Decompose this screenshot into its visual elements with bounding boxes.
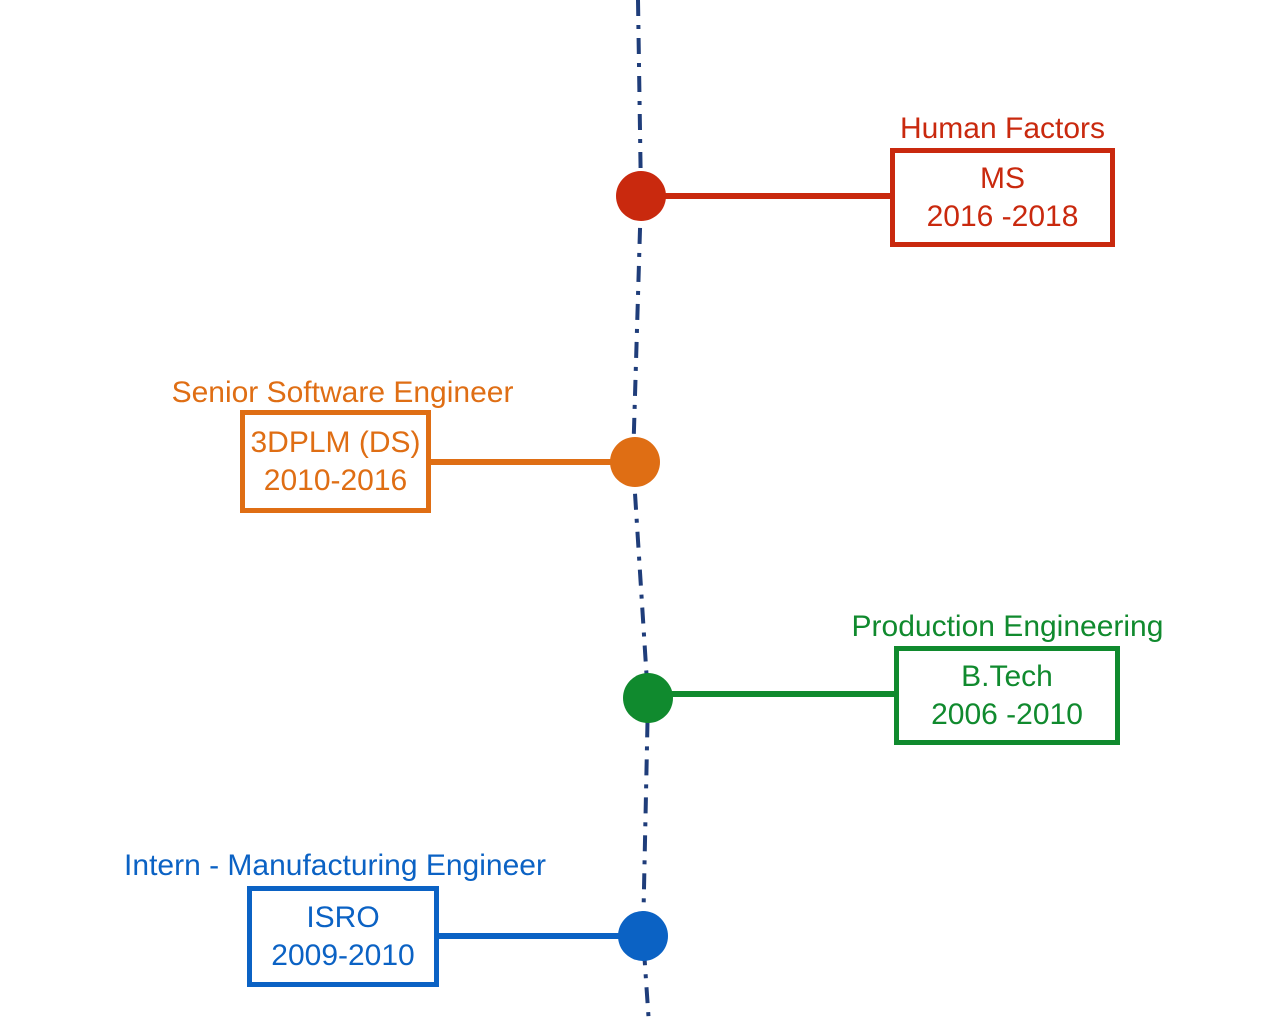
event-org-label: B.Tech bbox=[961, 659, 1053, 693]
event-title-intern-manufacturing-engineer: Intern - Manufacturing Engineer bbox=[124, 849, 546, 882]
timeline-spine bbox=[630, 0, 651, 1024]
milestone-dot-production-engineering bbox=[623, 673, 673, 723]
event-date-range: 2009-2010 bbox=[271, 938, 415, 972]
milestone-dot-human-factors bbox=[616, 171, 666, 221]
event-box-intern-manufacturing-engineer: ISRO 2009-2010 bbox=[247, 886, 439, 987]
event-box-production-engineering: B.Tech 2006 -2010 bbox=[894, 646, 1120, 745]
milestone-dot-senior-software-engineer bbox=[610, 437, 660, 487]
milestone-dot-intern-manufacturing-engineer bbox=[618, 911, 668, 961]
event-title-human-factors: Human Factors bbox=[899, 112, 1106, 145]
event-org-label: 3DPLM (DS) bbox=[250, 425, 421, 459]
event-box-senior-software-engineer: 3DPLM (DS) 2010-2016 bbox=[240, 410, 431, 513]
event-title-production-engineering: Production Engineering bbox=[851, 610, 1164, 643]
event-date-range: 2010-2016 bbox=[263, 463, 408, 497]
event-org-label: MS bbox=[980, 161, 1025, 195]
event-org-label: ISRO bbox=[306, 900, 380, 934]
event-title-senior-software-engineer: Senior Software Engineer bbox=[171, 376, 514, 409]
event-box-human-factors: MS 2016 -2018 bbox=[890, 148, 1115, 247]
event-date-range: 2006 -2010 bbox=[931, 697, 1083, 731]
event-date-range: 2016 -2018 bbox=[926, 199, 1079, 233]
